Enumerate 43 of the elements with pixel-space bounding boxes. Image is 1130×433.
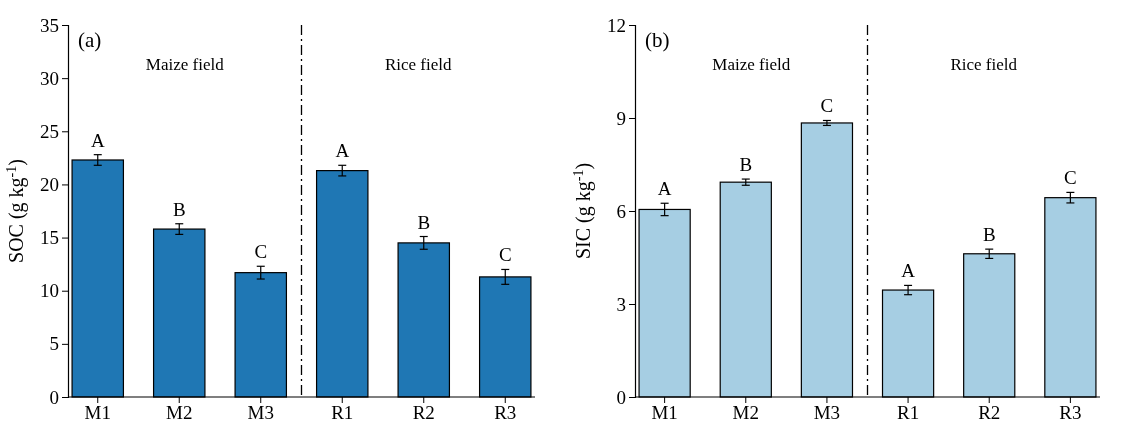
y-tick-label: 25 bbox=[40, 120, 59, 142]
x-tick-label: R1 bbox=[331, 402, 354, 424]
annotation: C bbox=[498, 244, 512, 266]
annotation: C bbox=[1064, 167, 1077, 189]
y-tick-label: 5 bbox=[49, 333, 59, 355]
annotation: Maize field bbox=[712, 55, 791, 74]
x-tick-label: R1 bbox=[896, 402, 920, 424]
annotation: C bbox=[254, 241, 268, 263]
annotation: A bbox=[901, 260, 916, 282]
y-tick-label: 3 bbox=[616, 293, 626, 315]
x-tick-label: M3 bbox=[247, 402, 274, 424]
annotation: Rice field bbox=[950, 55, 1018, 74]
x-tick-label: M3 bbox=[813, 402, 841, 424]
annotation: A bbox=[657, 178, 672, 200]
annotation: Maize field bbox=[145, 55, 225, 74]
x-tick-label: M1 bbox=[84, 402, 111, 424]
y-tick-label: 20 bbox=[40, 174, 59, 196]
annotation: (a) bbox=[78, 28, 102, 52]
y-tick-label: 30 bbox=[40, 67, 59, 89]
x-tick-label: R2 bbox=[412, 402, 435, 424]
y-tick-label: 6 bbox=[616, 200, 626, 222]
x-tick-label: R3 bbox=[494, 402, 517, 424]
y-tick-label: 9 bbox=[616, 107, 626, 129]
annotation: B bbox=[417, 211, 431, 233]
x-tick-label: R3 bbox=[1059, 402, 1082, 424]
x-tick-label: R2 bbox=[978, 402, 1001, 424]
annotation: B bbox=[172, 198, 186, 220]
x-tick-label: M2 bbox=[732, 402, 759, 424]
y-tick-label: 15 bbox=[40, 227, 59, 249]
y-tick-label: 12 bbox=[607, 14, 626, 36]
y-tick-label: 10 bbox=[40, 280, 59, 302]
annotation: B bbox=[982, 224, 996, 246]
x-tick-label: M1 bbox=[651, 402, 678, 424]
y-tick-label: 0 bbox=[49, 386, 59, 408]
y-tick-label: 0 bbox=[616, 386, 626, 408]
y-tick-label: 35 bbox=[40, 14, 59, 36]
annotation: B bbox=[739, 154, 753, 176]
x-tick-label: M2 bbox=[166, 402, 193, 424]
annotation: A bbox=[335, 140, 350, 162]
annotation: (b) bbox=[645, 28, 670, 52]
annotation: Rice field bbox=[384, 55, 453, 74]
annotation: C bbox=[820, 95, 834, 117]
annotation: A bbox=[90, 129, 105, 151]
